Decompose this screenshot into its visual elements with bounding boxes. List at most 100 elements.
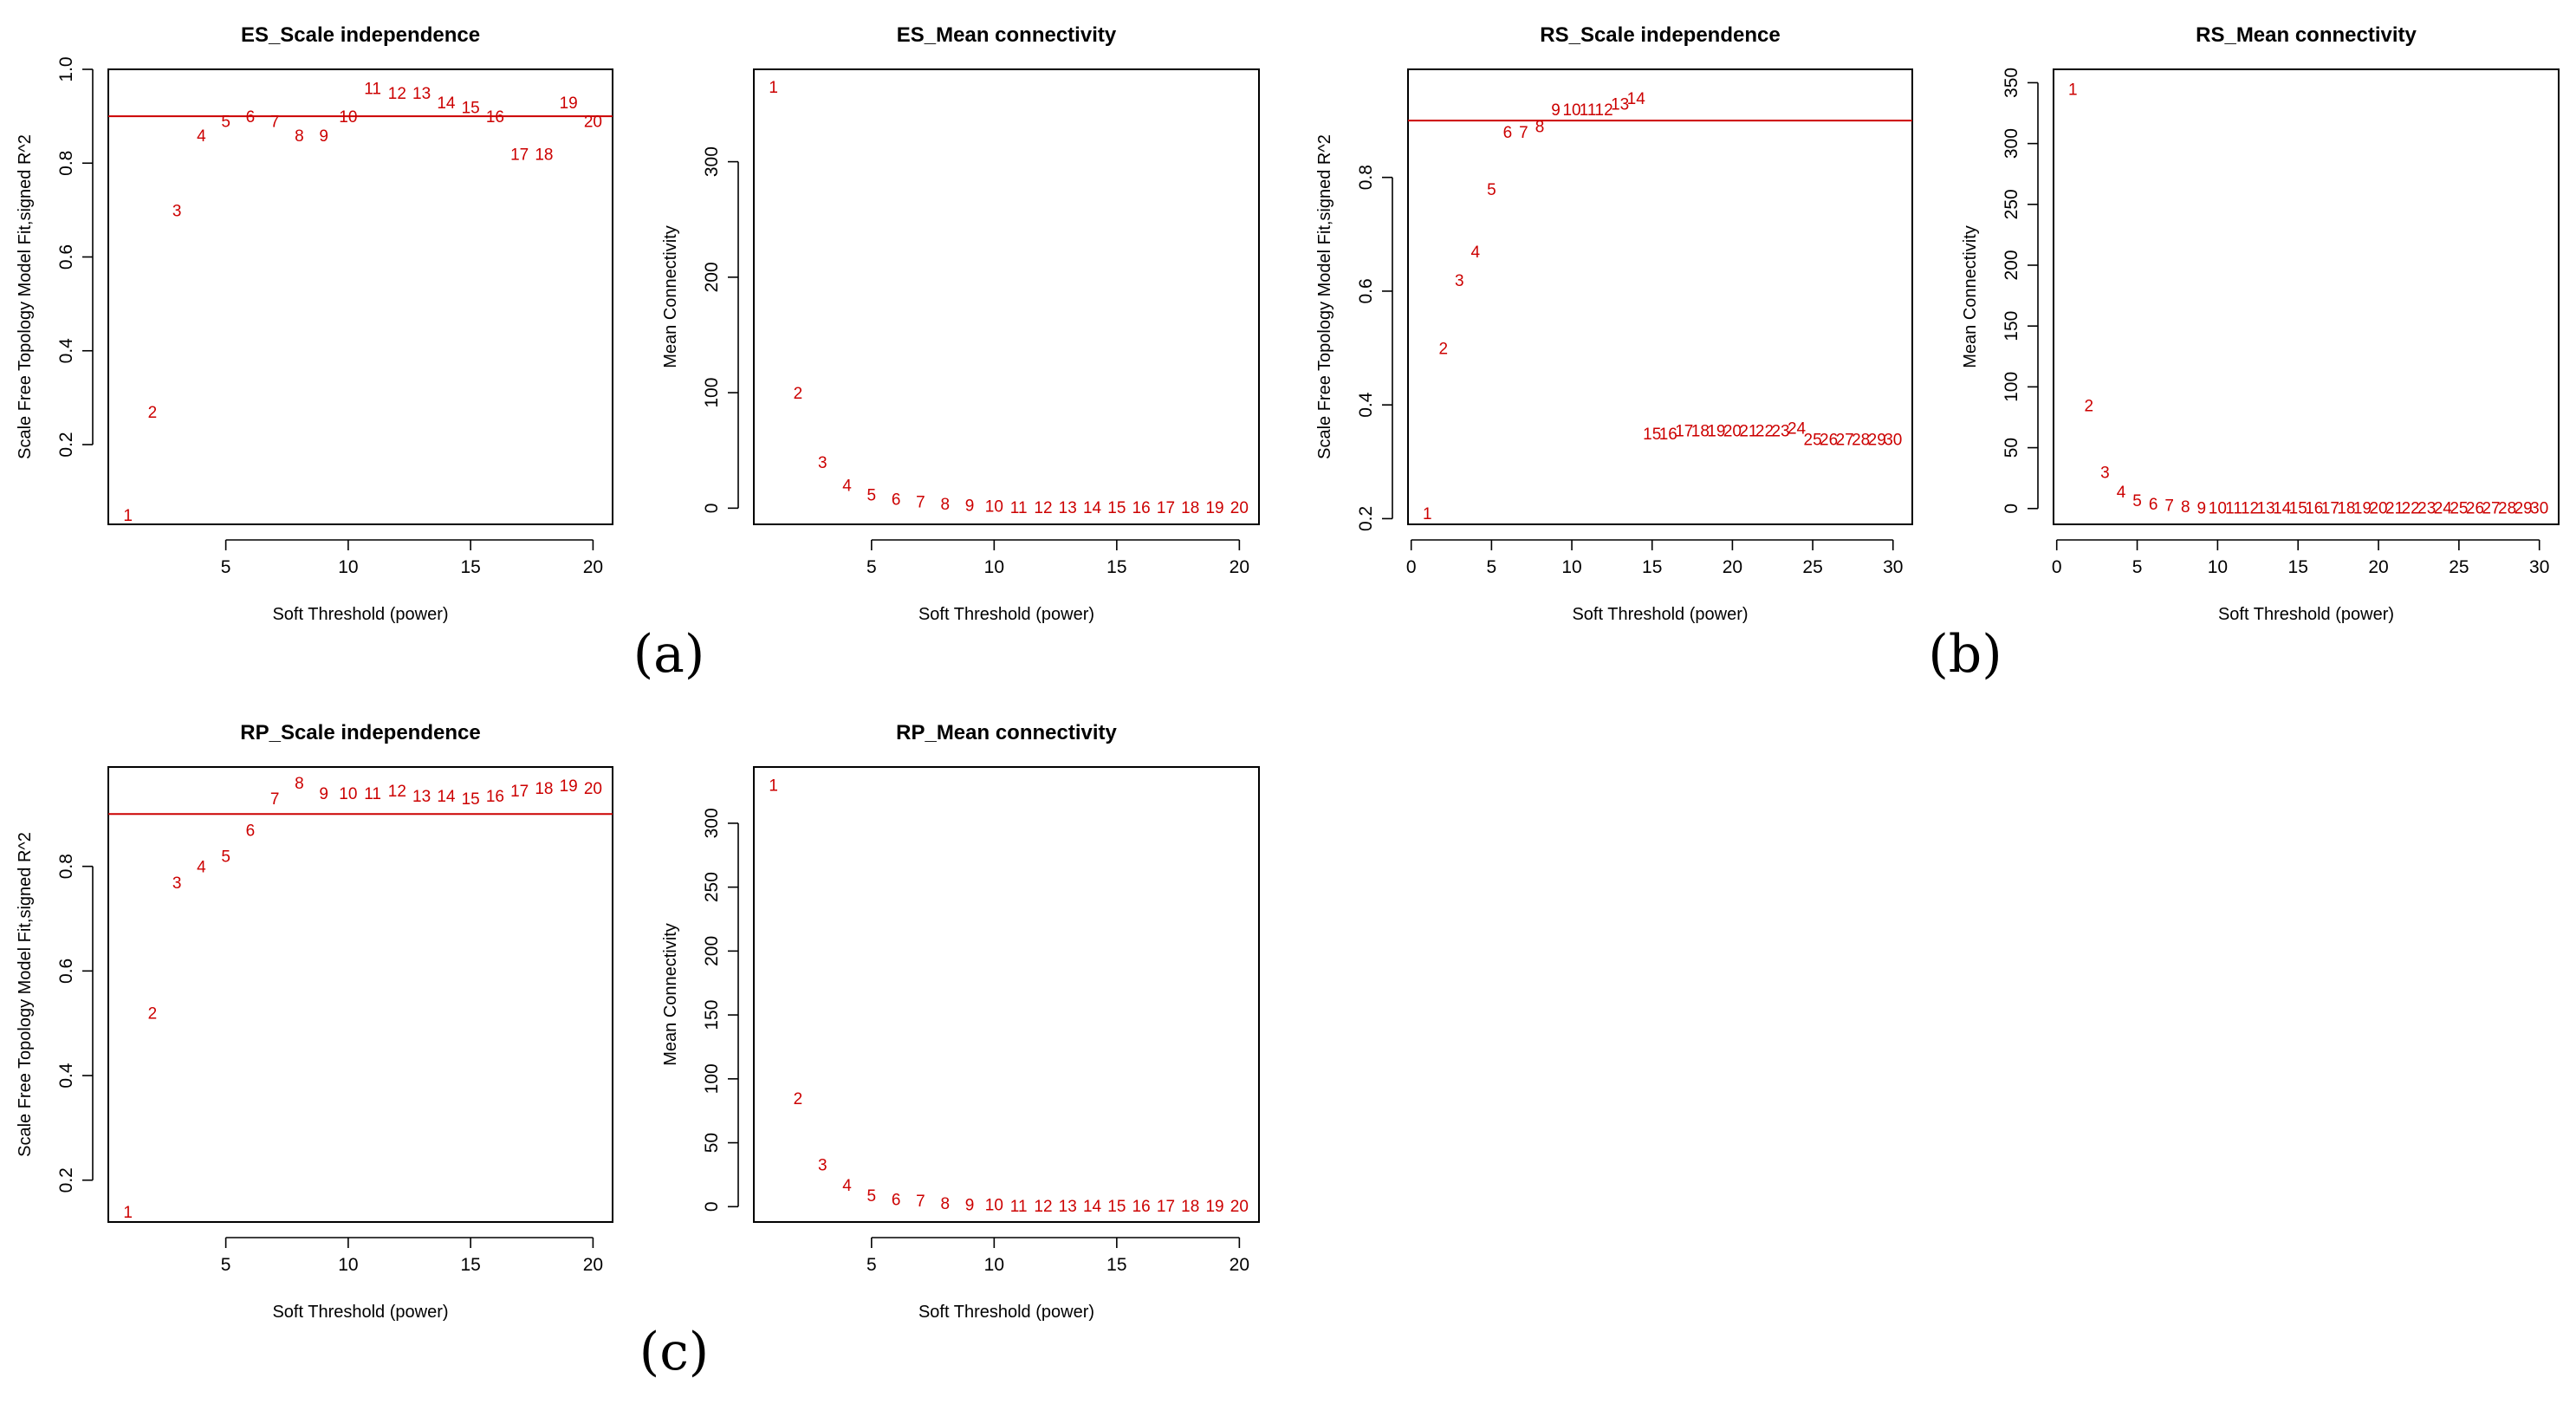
point-17: 17: [1157, 1198, 1175, 1216]
y-tick-label: 100: [702, 1063, 722, 1094]
point-4: 4: [197, 859, 206, 877]
plot-frame: [753, 766, 1260, 1223]
point-3: 3: [818, 454, 827, 472]
y-axis-label: Mean Connectivity: [1961, 225, 1980, 368]
point-19: 19: [560, 777, 578, 796]
point-8: 8: [2181, 498, 2190, 517]
point-19: 19: [2353, 499, 2372, 517]
point-14: 14: [437, 788, 456, 806]
y-tick-label: 100: [702, 378, 722, 408]
point-1: 1: [769, 777, 778, 796]
point-21: 21: [1739, 423, 1757, 441]
point-19: 19: [1707, 423, 1725, 441]
y-tick-label: 200: [702, 936, 722, 966]
point-2: 2: [794, 1090, 803, 1108]
point-25: 25: [2449, 499, 2468, 517]
chart-title: ES_Mean connectivity: [897, 23, 1117, 47]
x-tick-label: 20: [583, 557, 603, 577]
point-2: 2: [148, 1005, 158, 1024]
point-19: 19: [1205, 499, 1223, 517]
point-11: 11: [1010, 1198, 1028, 1216]
point-29: 29: [2514, 499, 2533, 517]
point-4: 4: [197, 127, 206, 146]
point-15: 15: [1107, 1198, 1126, 1216]
x-tick-label: 15: [1106, 1255, 1126, 1275]
y-tick-label: 0.6: [56, 959, 76, 984]
x-tick-label: 15: [460, 557, 480, 577]
point-12: 12: [2241, 499, 2259, 517]
y-tick-label: 150: [2002, 311, 2021, 341]
point-14: 14: [1083, 499, 1102, 517]
point-2: 2: [148, 404, 158, 422]
y-tick-label: 250: [702, 872, 722, 902]
point-20: 20: [2369, 499, 2387, 517]
point-6: 6: [2149, 496, 2158, 514]
y-tick-label: 0.4: [1356, 392, 1376, 418]
point-11: 11: [2225, 499, 2242, 517]
point-26: 26: [2466, 499, 2484, 517]
y-axis: 0 50 100 150 200 250 300: [702, 808, 739, 1212]
point-22: 22: [1755, 423, 1774, 441]
x-axis-label: Soft Threshold (power): [1572, 605, 1748, 624]
point-12: 12: [1034, 1198, 1052, 1216]
x-tick-label: 10: [338, 1255, 358, 1275]
point-12: 12: [1595, 101, 1613, 120]
x-tick-label: 30: [2529, 557, 2549, 577]
point-5: 5: [2132, 492, 2142, 510]
point-16: 16: [2305, 499, 2323, 517]
point-12: 12: [388, 783, 406, 801]
plot-frame: [107, 766, 613, 1223]
y-tick-label: 0: [702, 504, 722, 514]
point-14: 14: [1083, 1198, 1102, 1216]
point-12: 12: [1034, 499, 1052, 517]
point-1: 1: [1423, 505, 1432, 523]
x-tick-label: 20: [1230, 557, 1249, 577]
point-3: 3: [172, 874, 182, 893]
y-tick-label: 0.8: [56, 854, 76, 879]
y-axis: 0 50 100 150 200 250 300 350: [2002, 68, 2039, 514]
point-16: 16: [486, 108, 504, 127]
y-tick-label: 300: [702, 146, 722, 177]
point-8: 8: [940, 496, 950, 514]
y-tick-label: 250: [2002, 189, 2021, 219]
x-tick-label: 15: [460, 1255, 480, 1275]
x-tick-label: 20: [1723, 557, 1742, 577]
point-7: 7: [270, 114, 280, 132]
x-tick-label: 15: [1642, 557, 1662, 577]
x-axis-label: Soft Threshold (power): [2218, 605, 2394, 624]
point-30: 30: [2530, 499, 2548, 517]
point-20: 20: [1230, 499, 1249, 517]
point-10: 10: [2209, 499, 2227, 517]
point-4: 4: [842, 478, 852, 496]
y-tick-label: 0.6: [1356, 278, 1376, 303]
point-17: 17: [510, 146, 529, 164]
point-18: 18: [2337, 499, 2355, 517]
point-8: 8: [295, 775, 304, 793]
point-7: 7: [916, 1193, 925, 1211]
chart-title: RS_Mean connectivity: [2196, 23, 2417, 47]
point-15: 15: [1107, 499, 1126, 517]
plot-frame: [107, 68, 613, 525]
x-axis: 0 5 10 15 20 25 30: [2052, 539, 2549, 577]
y-tick-label: 50: [2002, 438, 2021, 458]
point-15: 15: [462, 790, 480, 809]
y-tick-label: 0: [2002, 504, 2021, 514]
y-tick-label: 0.4: [56, 338, 76, 364]
panel-label-a: (a): [633, 624, 705, 685]
x-axis-label: Soft Threshold (power): [918, 605, 1094, 624]
y-tick-label: 0.2: [56, 432, 76, 457]
x-tick-label: 5: [221, 1255, 231, 1275]
x-tick-label: 5: [2132, 557, 2143, 577]
point-3: 3: [172, 202, 182, 220]
point-9: 9: [2197, 499, 2207, 517]
point-10: 10: [339, 785, 357, 803]
y-tick-label: 200: [702, 262, 722, 292]
